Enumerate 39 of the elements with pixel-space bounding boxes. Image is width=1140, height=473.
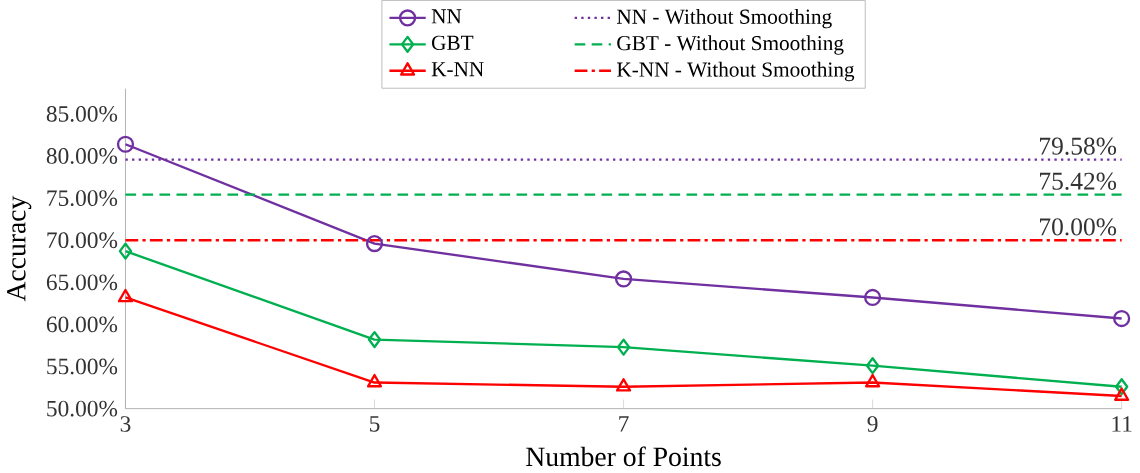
x-tick-label: 3: [120, 416, 131, 432]
legend-label: GBT: [432, 35, 474, 50]
point: [367, 330, 382, 349]
y-tick-label: 55.00%: [47, 358, 118, 375]
point: [116, 135, 135, 153]
legend-label: NN: [431, 9, 462, 24]
annotation: 70.00%: [1040, 218, 1117, 236]
y-axis-title: Accuracy: [7, 195, 32, 302]
y-tick-label: 60.00%: [46, 316, 118, 333]
x-axis-title: Number of Points: [526, 446, 721, 467]
x-tick-label: 9: [867, 416, 878, 432]
y-tick-label: 75.00%: [47, 190, 118, 206]
point: [1114, 387, 1130, 401]
point: [1114, 378, 1129, 396]
legend-label: K-NN - Without Smoothing: [616, 61, 855, 82]
legend-label: K-NN: [431, 62, 484, 77]
point: [616, 338, 631, 356]
annotation: 75.42%: [1040, 172, 1117, 190]
y-tick-label: 70.00%: [47, 232, 118, 249]
point: [865, 356, 880, 375]
point: [118, 242, 133, 260]
x-tick-label: 5: [370, 416, 380, 432]
point: [117, 288, 134, 303]
y-tick-label: 80.00%: [46, 147, 118, 164]
y-tick-label: 85.00%: [46, 105, 118, 122]
y-tick-label: 65.00%: [46, 274, 118, 291]
legend-label: GBT - Without Smoothing: [617, 35, 844, 55]
point: [1113, 309, 1131, 328]
annotation: 79.58%: [1040, 137, 1117, 155]
point: [365, 234, 384, 253]
x-tick-label: 7: [619, 416, 629, 432]
point: [615, 378, 632, 392]
legend-label: NN - Without Smoothing: [616, 8, 832, 29]
point: [864, 373, 881, 388]
point: [366, 373, 383, 388]
x-tick-label: 11: [1112, 416, 1132, 432]
point: [864, 288, 882, 306]
y-tick-label: 50.00%: [47, 400, 118, 417]
point: [614, 270, 633, 288]
